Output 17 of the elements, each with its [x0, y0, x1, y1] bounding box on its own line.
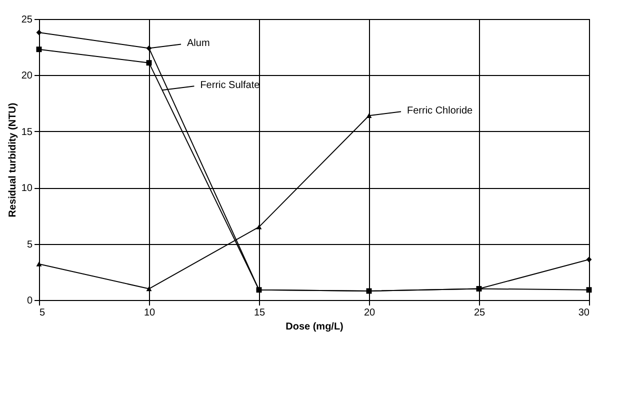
y-tick-label: 0	[26, 296, 33, 306]
x-tick-label: 15	[254, 308, 266, 318]
legend-label: Ferric Sulfate	[200, 80, 260, 92]
legend-label: Ferric Chloride	[407, 106, 474, 117]
x-tick-label: 5	[40, 308, 46, 318]
y-tick-label: 25	[21, 14, 33, 26]
x-tick-label: 30	[578, 308, 590, 318]
x-axis-title: Dose (mg/L)	[286, 322, 344, 332]
x-tick-label: 25	[474, 308, 486, 318]
x-tick-label: 20	[364, 308, 376, 318]
legend-label: Alum	[187, 38, 210, 50]
y-axis-title: Residual turbidity (NTU)	[7, 102, 18, 218]
y-tick-label: 5	[26, 239, 33, 250]
y-tick-label: 15	[21, 126, 33, 138]
y-tick-label: 20	[21, 70, 33, 82]
x-tick-label: 10	[144, 308, 156, 318]
y-tick-label: 10	[21, 183, 33, 194]
